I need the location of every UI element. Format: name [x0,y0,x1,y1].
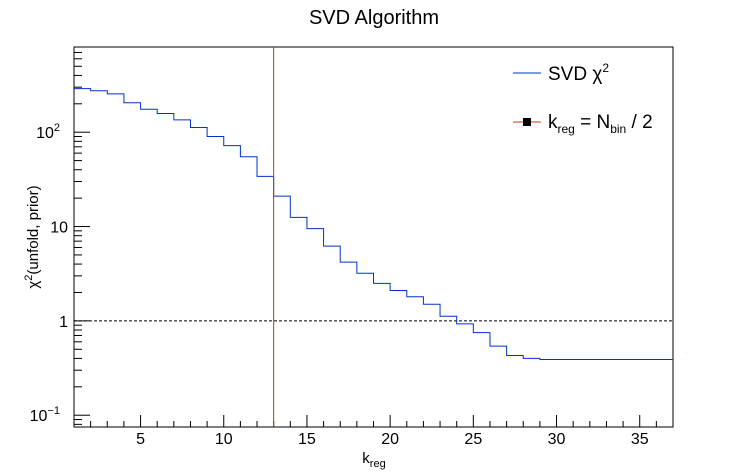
y-tick-label: 1 [59,314,68,331]
legend-label-kreg: kreg = Nbin / 2 [548,112,653,136]
legend-swatch-kreg-marker [523,118,531,126]
y-axis-label: χ2(unfold, prior) [23,185,42,288]
x-tick-label: 10 [215,431,233,448]
plot-frame [73,46,674,428]
x-tick-label: 15 [298,431,316,448]
svd-chi2-series [74,88,673,360]
x-tick-label: 35 [631,431,649,448]
legend: SVD χ2 kreg = Nbin / 2 [513,61,653,136]
y-tick-label: 10−1 [30,405,60,425]
x-tick-label: 30 [548,431,566,448]
x-tick-label: 25 [464,431,482,448]
chart-title: SVD Algorithm [309,7,439,29]
x-tick-labels: 5 10 15 20 25 30 35 [136,431,649,448]
y-tick-labels: 10−1 1 10 102 [30,122,68,425]
legend-label-svd: SVD χ2 [548,61,609,85]
y-tick-label: 102 [36,122,60,142]
x-axis-label: kreg [362,450,385,470]
x-tick-label: 20 [381,431,399,448]
y-tick-label: 10 [50,220,68,237]
axis-ticks [73,46,674,427]
x-tick-label: 5 [136,431,145,448]
plot-content [74,47,673,427]
